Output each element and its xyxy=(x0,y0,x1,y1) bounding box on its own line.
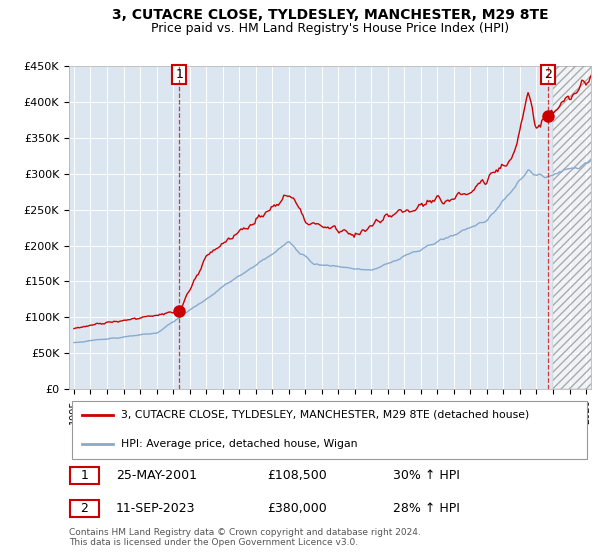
Bar xyxy=(70,467,99,484)
Text: 30% ↑ HPI: 30% ↑ HPI xyxy=(392,469,460,482)
Text: 1: 1 xyxy=(80,469,88,482)
Text: Contains HM Land Registry data © Crown copyright and database right 2024.
This d: Contains HM Land Registry data © Crown c… xyxy=(69,528,421,548)
Text: 11-SEP-2023: 11-SEP-2023 xyxy=(116,502,196,515)
Text: 3, CUTACRE CLOSE, TYLDESLEY, MANCHESTER, M29 8TE: 3, CUTACRE CLOSE, TYLDESLEY, MANCHESTER,… xyxy=(112,8,548,22)
Bar xyxy=(70,500,99,517)
Text: 3, CUTACRE CLOSE, TYLDESLEY, MANCHESTER, M29 8TE (detached house): 3, CUTACRE CLOSE, TYLDESLEY, MANCHESTER,… xyxy=(121,410,529,420)
Text: HPI: Average price, detached house, Wigan: HPI: Average price, detached house, Wiga… xyxy=(121,439,358,449)
Text: £380,000: £380,000 xyxy=(268,502,327,515)
Text: £108,500: £108,500 xyxy=(268,469,327,482)
Text: 1: 1 xyxy=(175,68,183,81)
Bar xyxy=(553,66,600,389)
Text: Price paid vs. HM Land Registry's House Price Index (HPI): Price paid vs. HM Land Registry's House … xyxy=(151,22,509,35)
Text: 28% ↑ HPI: 28% ↑ HPI xyxy=(392,502,460,515)
Text: 2: 2 xyxy=(544,68,552,81)
Text: 2: 2 xyxy=(80,502,88,515)
Text: 25-MAY-2001: 25-MAY-2001 xyxy=(116,469,197,482)
Bar xyxy=(553,66,600,389)
